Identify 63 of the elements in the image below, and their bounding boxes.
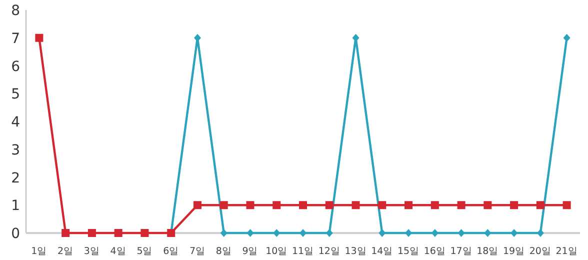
point — [140, 229, 149, 237]
point — [220, 229, 228, 237]
y-tick-label: 0 — [11, 226, 20, 242]
point — [325, 201, 334, 210]
y-tick-label: 2 — [11, 170, 20, 186]
x-tick-label: 7일 — [189, 246, 206, 257]
point — [536, 229, 544, 237]
point — [88, 229, 96, 237]
point — [35, 34, 44, 42]
y-tick-label: 4 — [11, 114, 20, 130]
point — [430, 201, 439, 210]
point — [220, 201, 228, 210]
y-tick-label: 3 — [11, 142, 20, 158]
x-tick-label: 9일 — [242, 246, 258, 257]
point — [404, 201, 413, 210]
point — [299, 201, 307, 210]
point — [378, 229, 386, 237]
y-tick-label: 6 — [11, 58, 20, 75]
point — [510, 201, 518, 210]
x-tick-label: 10일 — [266, 246, 288, 257]
point — [510, 229, 518, 237]
x-tick-label: 11일 — [292, 246, 314, 257]
point — [457, 201, 466, 210]
point — [246, 229, 254, 237]
point — [193, 201, 202, 210]
point — [484, 229, 492, 237]
x-tick-label: 18일 — [476, 246, 499, 257]
x-tick-label: 12일 — [318, 246, 340, 257]
point — [272, 201, 281, 210]
x-tick-label: 1일 — [31, 246, 48, 257]
x-tick-label: 15일 — [397, 246, 420, 257]
point — [378, 201, 386, 210]
point — [536, 201, 544, 210]
point — [352, 201, 360, 210]
point — [484, 201, 492, 210]
x-tick-label: 19일 — [503, 246, 526, 257]
point — [114, 229, 122, 237]
x-tick-label: 6일 — [163, 246, 180, 257]
x-tick-label: 14일 — [371, 246, 394, 257]
y-tick-label: 7 — [11, 30, 20, 47]
point — [273, 229, 280, 237]
point — [431, 229, 438, 237]
x-tick-label: 13일 — [344, 246, 367, 257]
x-tick-label: 2일 — [58, 246, 74, 257]
point — [562, 201, 571, 210]
point — [405, 229, 412, 237]
x-tick-label: 3일 — [84, 246, 100, 257]
y-tick-label: 5 — [11, 86, 20, 103]
x-tick-label: 4일 — [110, 246, 126, 257]
point — [458, 229, 465, 237]
point — [563, 34, 570, 42]
x-tick-label: 8일 — [216, 246, 232, 257]
x-tick-label: 17일 — [450, 246, 472, 257]
x-tick-label: 16일 — [424, 246, 446, 257]
point — [62, 229, 70, 237]
point — [300, 229, 306, 237]
point — [246, 201, 254, 210]
y-tick-label: 8 — [11, 3, 20, 19]
x-tick-label: 21일 — [556, 246, 578, 257]
y-tick-label: 1 — [11, 198, 20, 214]
x-tick-label: 20일 — [529, 246, 552, 257]
point — [326, 229, 333, 237]
x-tick-label: 5일 — [136, 246, 153, 257]
